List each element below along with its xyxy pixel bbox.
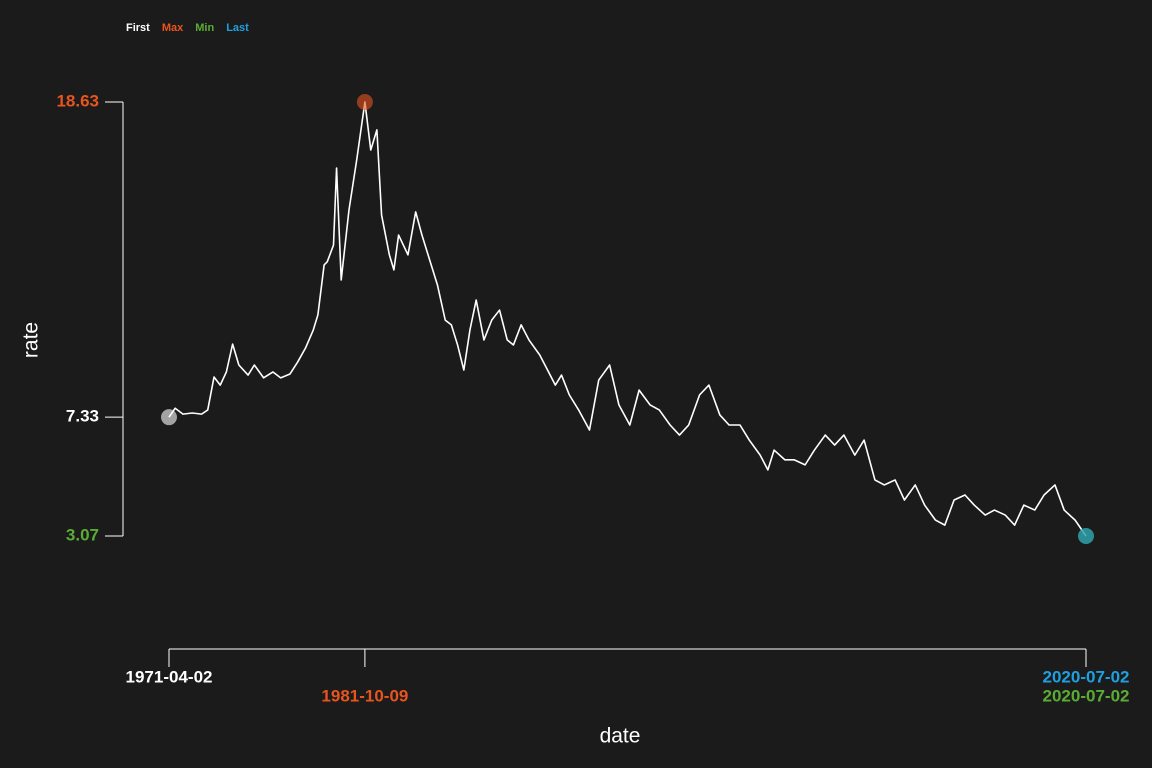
y-axis-title: rate <box>20 322 43 358</box>
line <box>168 101 1087 537</box>
highlight-marker <box>1078 528 1094 544</box>
highlight-marker <box>356 94 373 110</box>
legend-entry: Max <box>162 22 184 34</box>
legend-entry: First <box>126 22 150 34</box>
x-tick-label: 2020-07-02 <box>1043 686 1130 705</box>
legend-entry: Min <box>195 22 214 34</box>
highlight-marker <box>161 409 177 426</box>
x-tick-label: 1971-04-02 <box>126 667 213 686</box>
y-tick-label: 18.63 <box>56 91 99 110</box>
x-axis-title: date <box>600 725 641 748</box>
legend-entry: Last <box>226 22 249 34</box>
x-tick-label: 2020-07-02 <box>1043 667 1130 686</box>
x-tick-label: 1981-10-09 <box>321 686 408 705</box>
y-tick-label: 3.07 <box>66 525 99 544</box>
y-tick-label: 7.33 <box>66 407 99 426</box>
